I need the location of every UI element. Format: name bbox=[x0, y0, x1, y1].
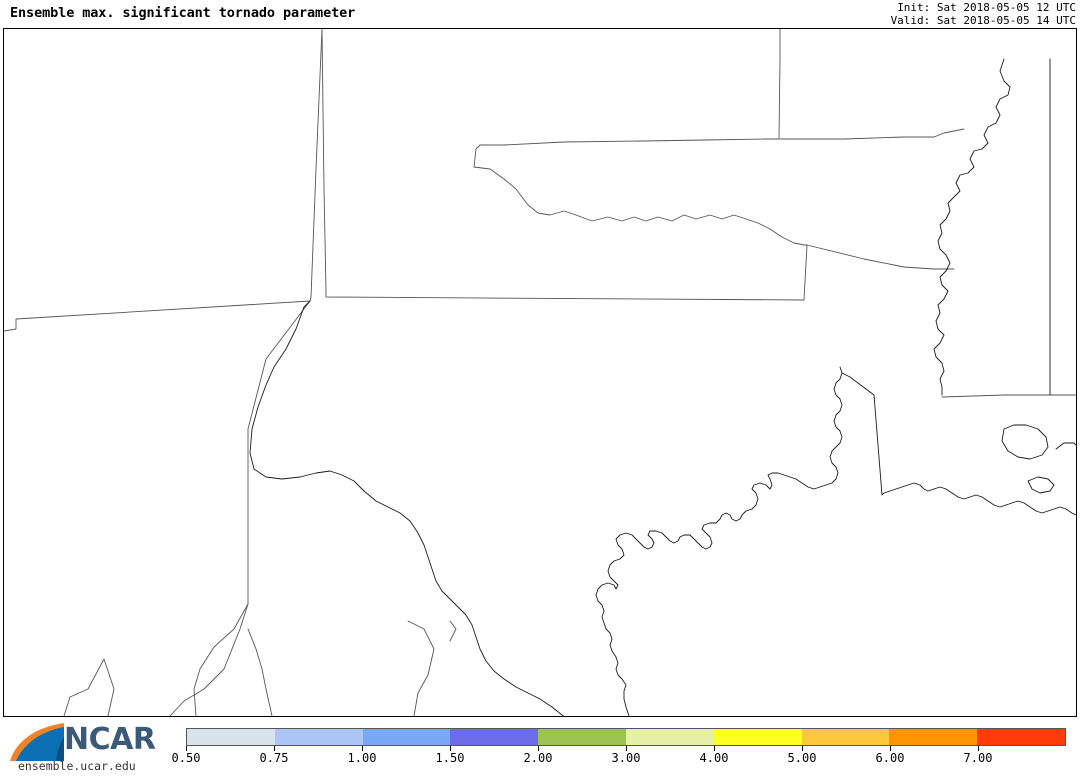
colorbar-tick bbox=[274, 746, 275, 751]
valid-time-label: Valid: Sat 2018-05-05 14 UTC bbox=[890, 14, 1076, 27]
colorbar-tick bbox=[186, 746, 187, 751]
coastline bbox=[249, 58, 1076, 716]
colorbar-tick-label: 4.00 bbox=[699, 751, 729, 765]
ncar-wordmark: NCAR bbox=[64, 722, 156, 757]
map-panel[interactable] bbox=[3, 28, 1077, 717]
plot-header: Ensemble max. significant tornado parame… bbox=[0, 0, 1080, 28]
colorbar-tick-label: 1.50 bbox=[435, 751, 465, 765]
colorbar-segment bbox=[538, 729, 626, 745]
colorbar-tick bbox=[626, 746, 627, 751]
colorbar-tick-label: 2.00 bbox=[523, 751, 553, 765]
colorbar-tick-label: 7.00 bbox=[963, 751, 993, 765]
colorbar-tick-label: 6.00 bbox=[875, 751, 905, 765]
state-borders bbox=[4, 29, 1076, 716]
plot-footer: NCAR ensemble.ucar.edu 0.50 0.75 1.00 1.50 2… bbox=[0, 717, 1080, 781]
map-geography bbox=[4, 29, 1076, 716]
colorbar-tick bbox=[714, 746, 715, 751]
colorbar-segment bbox=[450, 729, 539, 745]
colorbar-segment bbox=[977, 729, 1065, 745]
ncar-logo[interactable]: NCAR ensemble.ucar.edu bbox=[6, 721, 176, 777]
colorbar-tick-label: 5.00 bbox=[787, 751, 817, 765]
colorbar-segment bbox=[713, 729, 802, 745]
colorbar-tick bbox=[890, 746, 891, 751]
colorbar-tick bbox=[538, 746, 539, 751]
ncar-url-label: ensemble.ucar.edu bbox=[18, 759, 136, 773]
colorbar-tick-label: 1.00 bbox=[347, 751, 377, 765]
colorbar-segment bbox=[889, 729, 978, 745]
colorbar-segment bbox=[274, 729, 363, 745]
colorbar-tick-label: 0.50 bbox=[171, 751, 201, 765]
colorbar-tick-label: 3.00 bbox=[611, 751, 641, 765]
colorbar-tick-label: 0.75 bbox=[259, 751, 289, 765]
forecast-timestamps: Init: Sat 2018-05-05 12 UTC Valid: Sat 2… bbox=[891, 1, 1076, 27]
colorbar-segment bbox=[625, 729, 714, 745]
ncar-swoosh-icon bbox=[8, 721, 64, 761]
colorbar-swatches[interactable] bbox=[186, 728, 1066, 746]
colorbar-tick bbox=[978, 746, 979, 751]
colorbar-tick bbox=[362, 746, 363, 751]
colorbar-segment bbox=[187, 729, 275, 745]
colorbar-segment bbox=[362, 729, 451, 745]
page-title: Ensemble max. significant tornado parame… bbox=[10, 5, 356, 21]
colorbar-tick bbox=[802, 746, 803, 751]
init-time-label: Init: Sat 2018-05-05 12 UTC bbox=[897, 1, 1076, 14]
colorbar[interactable]: 0.50 0.75 1.00 1.50 2.00 3.00 4.00 5.00 6.00 7.00 bbox=[172, 728, 1066, 778]
colorbar-tick-labels: 0.50 0.75 1.00 1.50 2.00 3.00 4.00 5.00 6.00 7.00 bbox=[172, 751, 1066, 771]
colorbar-segment bbox=[801, 729, 890, 745]
colorbar-tick bbox=[450, 746, 451, 751]
colorbar-ticks bbox=[186, 746, 1066, 752]
